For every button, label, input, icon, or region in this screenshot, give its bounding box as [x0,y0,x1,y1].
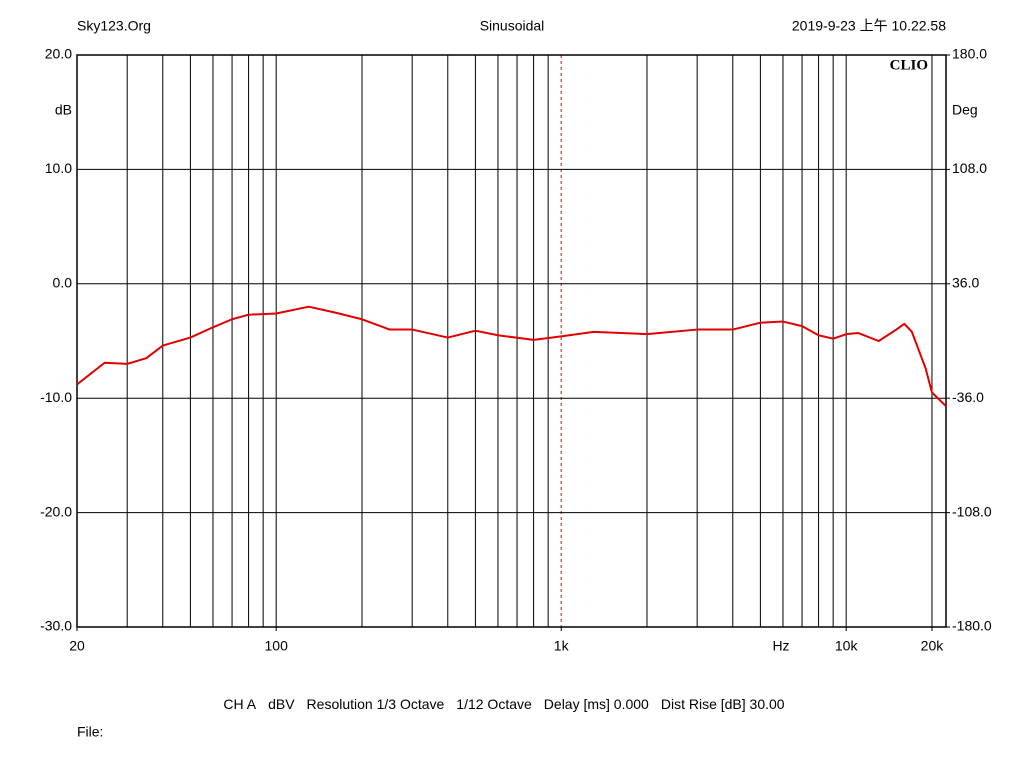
plot-frame [76,54,947,628]
x-tick-label: 100 [265,638,289,654]
header-left: Sky123.Org [77,18,151,34]
info-item: Delay [ms] 0.000 [544,696,649,712]
info-line: CH A dBV Resolution 1/3 Octave 1/12 Octave D… [223,696,784,712]
response-line [76,305,947,407]
y2-tick-label: -36.0 [952,389,984,405]
y-tick-label: -20.0 [40,503,72,519]
y-tick-label: -30.0 [40,618,72,634]
y2-tick-label: -108.0 [952,503,992,519]
y2-tick-label: 108.0 [952,160,987,176]
y-tick-label: 20.0 [45,46,72,62]
y-tick-label: 0.0 [53,275,73,291]
chart-title: Sinusoidal [480,18,545,34]
file-label: File: [77,724,103,740]
y2-tick-label: 180.0 [952,46,987,62]
y2-axis-label: Deg [952,102,978,118]
x-tick-label: 20 [69,638,85,654]
info-item: dBV [268,696,295,712]
info-item: Resolution 1/3 Octave [307,696,445,712]
y-tick-label: -10.0 [40,389,72,405]
x-unit: Hz [772,638,789,654]
x-tick-label: 1k [554,638,570,654]
y-axis-label: dB [55,102,72,118]
info-item: CH A [223,696,256,712]
brand: CLIO [890,57,928,73]
info-item: Dist Rise [dB] 30.00 [661,696,785,712]
x-tick-label: 20k [921,638,945,654]
x-tick-label: 10k [835,638,859,654]
y2-tick-label: 36.0 [952,275,979,291]
y2-tick-label: -180.0 [952,618,992,634]
header-date: 2019-9-23 上午 10.22.58 [792,18,946,34]
y-tick-label: 10.0 [45,160,72,176]
info-item: 1/12 Octave [456,696,532,712]
